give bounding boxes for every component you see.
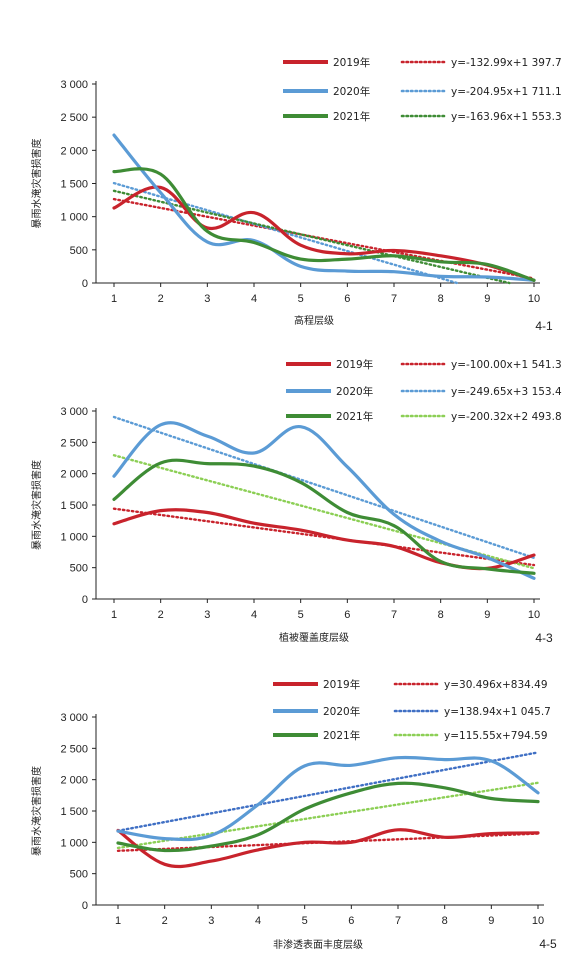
- y-tick-label: 0: [82, 594, 88, 606]
- y-tick-label: 2 500: [60, 112, 88, 124]
- x-tick-label: 3: [204, 609, 210, 621]
- x-tick-label: 2: [158, 293, 164, 305]
- x-tick-label: 9: [484, 609, 490, 621]
- panel-label: 4-1: [535, 319, 553, 333]
- legend-label: 2021年: [323, 729, 360, 742]
- y-tick-label: 1 000: [60, 212, 88, 224]
- x-tick-label: 2: [158, 609, 164, 621]
- y-tick-label: 500: [70, 245, 88, 257]
- series-line-2020: [112, 421, 536, 580]
- chart-panel-4-3: 0 500 1 000 1 500 2 000 2 500 3 000 1 2 3 4 5 6 7 8 9 10…: [30, 358, 562, 645]
- x-tick-label: 4: [251, 609, 257, 621]
- y-tick-label: 0: [82, 278, 88, 290]
- series-line-2020: [112, 133, 536, 282]
- series-line-2019: [112, 508, 536, 571]
- x-tick-label: 4: [251, 293, 257, 305]
- legend-label: 2020年: [323, 705, 360, 718]
- trend-equation: y=-163.96x+1 553.3: [451, 111, 562, 123]
- legend-label: 2019年: [336, 358, 373, 371]
- y-tick-label: 2 500: [60, 437, 88, 449]
- chart-panel-4-1: 0 500 1 000 1 500 2 000 2 500 3 000 1 2 3 4 5 6 7 8 9 10…: [30, 56, 562, 333]
- x-tick-label: 1: [111, 609, 117, 621]
- trendline-2019: [112, 507, 536, 567]
- trendline-2020: [112, 181, 459, 285]
- trend-equation: y=115.55x+794.59: [444, 730, 548, 742]
- trendline-2021: [112, 189, 511, 285]
- legend-label: 2020年: [333, 85, 370, 98]
- y-tick-label: 500: [70, 869, 88, 881]
- series-line-2021: [112, 458, 536, 575]
- y-tick-label: 1 500: [60, 179, 88, 191]
- trend-equation: y=-204.95x+1 711.1: [451, 86, 562, 98]
- series-line-2019: [112, 185, 536, 282]
- y-tick-label: 1 500: [60, 500, 88, 512]
- y-axis-title: 暴雨水淹灾害损害度: [30, 460, 43, 550]
- trend-equation: y=138.94x+1 045.7: [444, 706, 551, 718]
- x-tick-label: 5: [298, 293, 304, 305]
- y-tick-label: 1 500: [60, 806, 88, 818]
- trendline-2021: [116, 781, 540, 850]
- x-tick-label: 10: [532, 915, 544, 927]
- x-tick-label: 8: [438, 609, 444, 621]
- series-line-2019: [116, 828, 540, 869]
- trend-equation: y=-132.99x+1 397.7: [451, 57, 562, 69]
- legend-label: 2021年: [333, 110, 370, 123]
- y-tick-label: 0: [82, 900, 88, 912]
- x-tick-label: 2: [162, 915, 168, 927]
- y-tick-label: 2 000: [60, 775, 88, 787]
- legend-label: 2021年: [336, 410, 373, 423]
- x-tick-label: 6: [344, 609, 350, 621]
- x-tick-label: 9: [488, 915, 494, 927]
- x-tick-label: 10: [528, 609, 540, 621]
- legend-label: 2020年: [336, 385, 373, 398]
- x-tick-label: 1: [111, 293, 117, 305]
- series-line-2020: [116, 755, 540, 842]
- x-tick-label: 10: [528, 293, 540, 305]
- series-line-2021: [116, 781, 540, 853]
- x-axis-title: 植被覆盖度层级: [279, 631, 349, 644]
- y-tick-label: 2 500: [60, 743, 88, 755]
- y-tick-label: 500: [70, 563, 88, 575]
- x-tick-label: 8: [438, 293, 444, 305]
- trend-equation: y=-200.32x+2 493.8: [451, 411, 562, 423]
- x-tick-label: 7: [391, 293, 397, 305]
- x-tick-label: 5: [302, 915, 308, 927]
- x-tick-label: 6: [344, 293, 350, 305]
- y-tick-label: 3 000: [60, 712, 88, 724]
- x-tick-label: 8: [442, 915, 448, 927]
- y-tick-label: 2 000: [60, 145, 88, 157]
- y-tick-label: 1 000: [60, 837, 88, 849]
- x-tick-label: 6: [348, 915, 354, 927]
- x-tick-label: 7: [391, 609, 397, 621]
- x-tick-label: 3: [208, 915, 214, 927]
- trend-equation: y=-249.65x+3 153.4: [451, 386, 562, 398]
- x-tick-label: 9: [484, 293, 490, 305]
- trend-equation: y=-100.00x+1 541.3: [451, 359, 562, 371]
- x-tick-label: 1: [115, 915, 121, 927]
- y-tick-label: 3 000: [60, 79, 88, 91]
- panel-label: 4-3: [535, 631, 553, 645]
- legend-label: 2019年: [333, 56, 370, 69]
- x-tick-label: 4: [255, 915, 261, 927]
- y-tick-label: 3 000: [60, 406, 88, 418]
- trend-equation: y=30.496x+834.49: [444, 679, 548, 691]
- x-axis-title: 高程层级: [294, 314, 334, 327]
- legend-label: 2019年: [323, 678, 360, 691]
- x-tick-label: 3: [204, 293, 210, 305]
- y-axis-title: 暴雨水淹灾害损害度: [30, 766, 43, 856]
- x-tick-label: 7: [395, 915, 401, 927]
- series-line-2021: [112, 167, 536, 282]
- chart-panel-4-5: 0 500 1 000 1 500 2 000 2 500 3 000 1 2 3 4 5 6 7 8 9 10…: [30, 678, 557, 951]
- trendline-2020: [116, 751, 540, 832]
- trendline-2020: [112, 415, 536, 560]
- y-tick-label: 2 000: [60, 469, 88, 481]
- y-tick-label: 1 000: [60, 531, 88, 543]
- x-tick-label: 5: [298, 609, 304, 621]
- x-axis-title: 非渗透表面丰度层级: [273, 938, 363, 951]
- panel-label: 4-5: [539, 937, 557, 951]
- y-axis-title: 暴雨水淹灾害损害度: [30, 139, 43, 229]
